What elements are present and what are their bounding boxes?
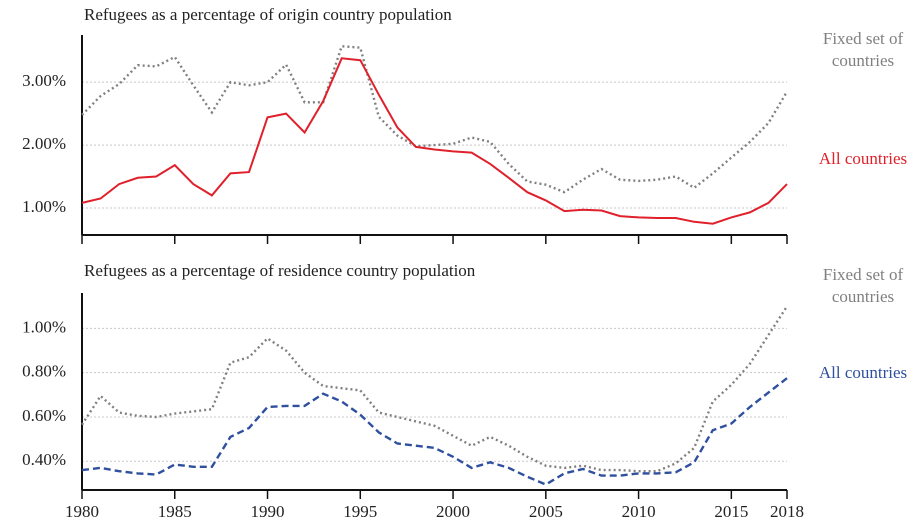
legend-entry: Fixed set of countries	[822, 29, 904, 70]
series-line	[80, 305, 789, 473]
y-tick-label: 1.00%	[22, 317, 66, 336]
legend-entry: Fixed set of countries	[822, 265, 904, 306]
legend-entry: All countries	[818, 363, 908, 382]
y-tick-label: 1.00%	[22, 197, 66, 216]
series-line	[81, 57, 788, 225]
x-tick-label: 1990	[251, 502, 285, 521]
chart-title: Refugees as a percentage of residence co…	[84, 261, 476, 280]
x-tick-label: 1985	[158, 502, 192, 521]
x-tick-label: 1995	[343, 502, 377, 521]
y-tick-label: 0.60%	[22, 406, 66, 425]
x-tick-label: 2010	[622, 502, 656, 521]
x-tick-label: 1980	[65, 502, 99, 521]
series-line	[81, 45, 789, 194]
y-tick-label: 0.80%	[22, 362, 66, 381]
series-line	[81, 377, 788, 486]
y-tick-label: 2.00%	[22, 134, 66, 153]
x-tick-label: 2005	[529, 502, 563, 521]
legend-entry: All countries	[818, 149, 908, 168]
chart-title: Refugees as a percentage of origin count…	[84, 5, 452, 24]
y-tick-label: 0.40%	[22, 450, 66, 469]
x-tick-label: 2000	[436, 502, 470, 521]
y-tick-label: 3.00%	[22, 71, 66, 90]
x-tick-label: 2015	[714, 502, 748, 521]
x-tick-label: 2018	[770, 502, 804, 521]
